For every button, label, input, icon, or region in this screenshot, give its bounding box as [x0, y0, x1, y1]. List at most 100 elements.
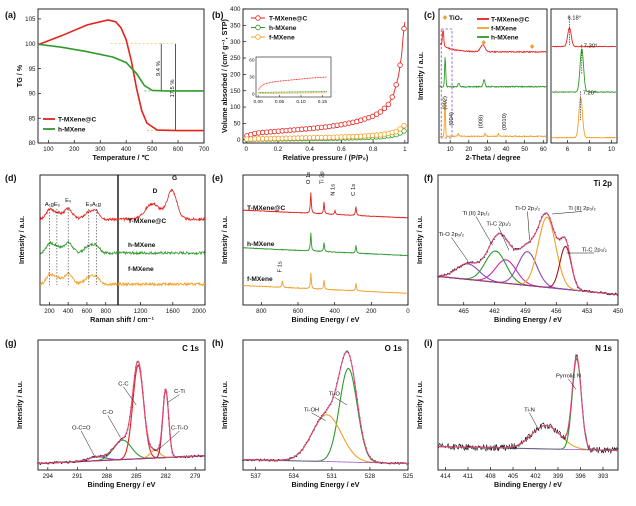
panel-f-data-point [588, 289, 591, 292]
panel-c-zoom-xtick-label: 6 [566, 146, 570, 153]
panel-b-legend-marker [255, 15, 261, 21]
panel-a-ytick-label: 90 [29, 91, 36, 98]
panel-c-xtick-label: 60 [540, 146, 547, 153]
panel-d-frame [39, 174, 206, 306]
panel-i-label-pyrrolic-leader [568, 378, 577, 390]
panel-c-letter: (c) [424, 10, 435, 20]
panel-f-label-tic-2p12-leader [498, 226, 510, 251]
panel-c-zoom-peak-label: 6.18° [567, 15, 581, 21]
panel-h-title: O 1s [385, 344, 403, 353]
panel-b-marker [373, 111, 380, 117]
panel-e-peak-c1s: C 1s [351, 184, 357, 196]
panel-b-xtick-label: 0.8 [369, 146, 378, 153]
panel-a-ytick-label: 80 [29, 140, 36, 147]
panel-d-mode-label: A₁g [92, 202, 101, 208]
panel-d-ylabel: Intensity / a.u. [17, 216, 26, 264]
panel-c-zoom-frame [550, 8, 618, 144]
panel-i-xtick-label: 399 [553, 473, 564, 480]
panel-h-raw-data [242, 350, 409, 465]
panel-f-label-ti2-2p32: Ti (II) 2p₃/₂ [568, 206, 596, 212]
panel-c-xtick-label: 50 [521, 146, 528, 153]
panel-d-xtick-label: 1200 [134, 308, 148, 315]
panel-g-label-ctio-leader [158, 430, 180, 450]
panel-c-xlabel: 2-Theta / degree [465, 153, 520, 162]
panel-g-xtick-label: 279 [190, 473, 201, 480]
panel-f-data-point [437, 276, 439, 278]
panel-h-xlabel: Binding Energy / eV [292, 480, 360, 489]
panel-c-zoom-xtick-label: 8 [588, 146, 592, 153]
panel-i-xtick-label: 393 [598, 473, 609, 480]
panel-a-series-t-mxene-c [37, 19, 204, 132]
panel-b-inset-xtick-label: 0.15 [318, 99, 328, 105]
panel-f-xtick-label: 450 [613, 308, 624, 315]
panel-b-inset-frame [255, 56, 332, 98]
panel-e-xtick-label: 200 [366, 308, 377, 315]
panel-i-title: N 1s [595, 344, 612, 353]
panel-d-letter: (d) [5, 173, 17, 183]
panel-d-series-label: f-MXene [128, 266, 154, 273]
panel-h-component [242, 414, 409, 465]
panel-d-series-label: T-MXene@C [128, 218, 167, 225]
panel-d-mode-label: E₉ [54, 202, 60, 208]
panel-b-inset-series-h-mxene [258, 91, 327, 93]
panel-b-ytick-label: 150 [230, 88, 241, 95]
panel-h-component [242, 367, 409, 465]
panel-b-marker [401, 122, 407, 129]
panel-h-frame [242, 339, 409, 471]
panel-h-xtick-label: 531 [327, 473, 338, 480]
panel-d-band-g: G [172, 175, 177, 182]
panel-f-xtick-label: 456 [551, 308, 562, 315]
panel-a-xtick-label: 500 [147, 146, 158, 153]
panel-f-component [437, 259, 618, 296]
panel-a-letter: (a) [5, 10, 16, 20]
panel-c-zoom-peak-label: 7.30° [584, 44, 598, 50]
panel-h-xtick-label: 534 [289, 473, 300, 480]
panel-b-letter: (b) [212, 10, 224, 20]
panel-f-ylabel: Intensity / a.u. [415, 216, 424, 264]
panel-b-ytick-label: 400 [230, 6, 241, 13]
panel-h-envelope [242, 351, 409, 465]
panel-e-xtick-label: 800 [256, 308, 267, 315]
panel-b-inset-xtick-label: 0.05 [275, 99, 285, 105]
panel-g-label-cti-leader [167, 394, 180, 403]
panel-h-ylabel: Intensity / a.u. [220, 381, 229, 429]
panel-c-zoom-series-t-mxene-c [551, 27, 617, 48]
panel-b-marker [385, 101, 392, 108]
panel-b-xtick-label: 0.2 [274, 146, 283, 153]
panel-f-xtick-label: 462 [489, 308, 500, 315]
panel-f-label-ti2-2p12: Ti (II) 2p₁/₂ [462, 211, 489, 217]
panel-i-label-tin-leader [529, 412, 540, 432]
panel-b-marker [377, 109, 384, 115]
panel-b-marker [393, 129, 399, 135]
panel-h-label-tioh: Ti-OH [304, 407, 319, 413]
panel-a-annotation-9-4: 9.4 % [156, 61, 162, 76]
panel-e-peak-ti2p: Ti 2p [320, 171, 326, 184]
panel-a-xtick-label: 400 [121, 146, 132, 153]
panel-a-xtick-label: 700 [199, 146, 210, 153]
panel-a-xtick-label: 300 [95, 146, 106, 153]
panel-e-series-label: h-MXene [247, 241, 275, 248]
panel-f-data-point [614, 292, 617, 295]
panel-a-ylabel: TG / % [15, 64, 24, 87]
panel-c-plane-label: (002) [442, 96, 448, 110]
panel-h-xtick-label: 525 [403, 473, 414, 480]
panel-f-xtick-label: 465 [459, 308, 470, 315]
panel-c-legend-label: f-MXene [491, 25, 517, 32]
panel-b-ytick-label: 50 [234, 121, 241, 128]
panel-f-label-tic-2p32: Ti-C 2p₃/₂ [582, 248, 607, 254]
panel-b-inset-ytick-label: 0 [252, 92, 255, 98]
panel-a-ytick-label: 100 [25, 41, 36, 48]
panel-b-inset-ytick-label: 60 [249, 57, 255, 63]
panel-g-label-ctio: C-Ti-O [171, 426, 189, 432]
panel-c-xtick-label: 10 [447, 146, 454, 153]
panel-f-xtick-label: 459 [520, 308, 531, 315]
panel-b-xlabel: Relative pressure / (P/P₀) [283, 153, 369, 162]
panel-g-xtick-label: 285 [131, 473, 142, 480]
panel-c-zoom-box [440, 28, 453, 139]
panel-i-letter: (i) [424, 338, 433, 348]
panel-b-ylabel: Volume absorbed / (cm³ g⁻¹, STP) [220, 18, 229, 132]
panel-b-ytick-label: 100 [230, 104, 241, 111]
panel-c-series-f-mxene [439, 99, 547, 138]
panel-d-mode-label: E₉ [86, 202, 92, 208]
